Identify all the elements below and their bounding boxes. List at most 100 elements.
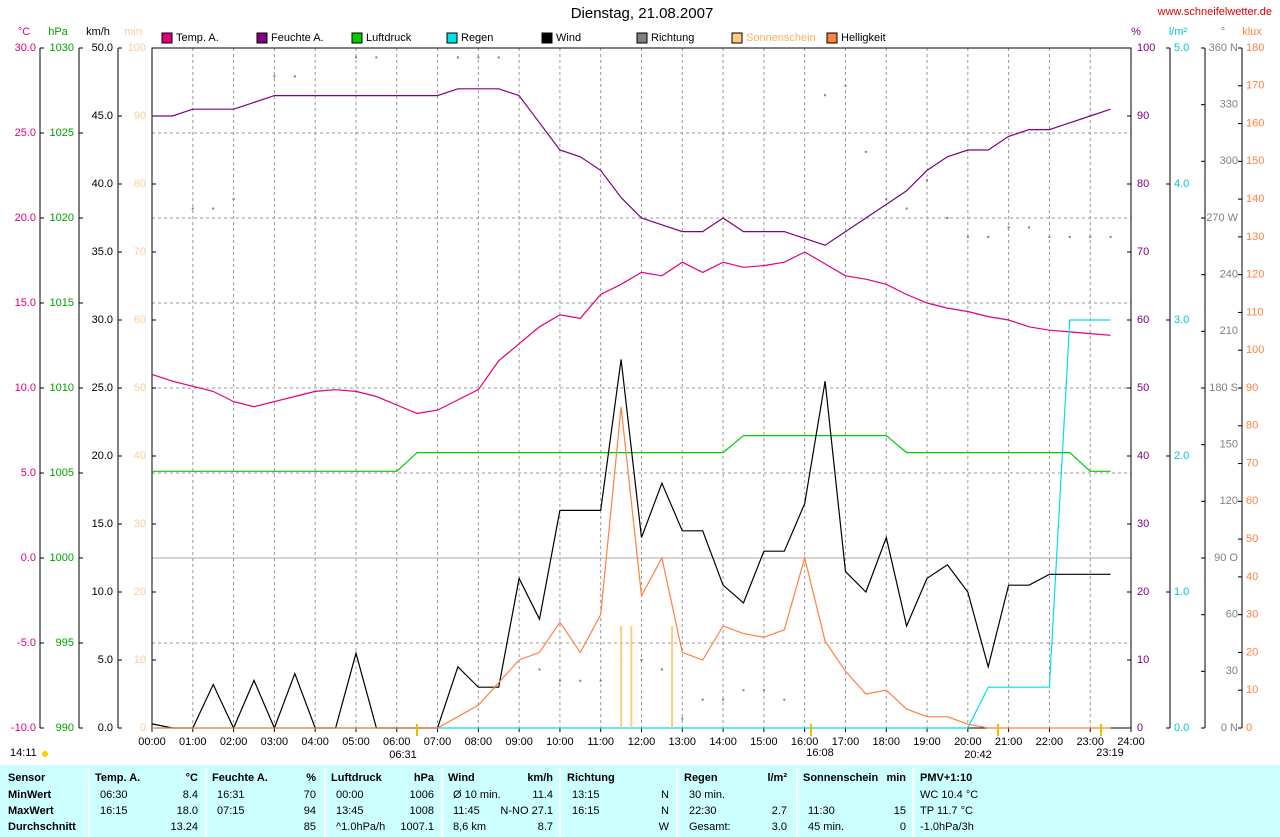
y-tick-label: 45.0 bbox=[92, 110, 113, 122]
legend-swatch bbox=[161, 32, 173, 44]
source: www.schneifelwetter.de bbox=[1157, 6, 1272, 18]
y-tick-label: 70 bbox=[134, 246, 146, 258]
y-tick-label: 130 bbox=[1246, 231, 1264, 243]
legend-swatch bbox=[446, 32, 458, 44]
y-tick-label: 360 N bbox=[1209, 42, 1238, 54]
direction-dot bbox=[701, 698, 704, 701]
x-tick-label: 13:00 bbox=[669, 736, 697, 748]
y-tick-label: 35.0 bbox=[92, 246, 113, 258]
x-tick-label: 06:00 bbox=[383, 736, 411, 748]
y-tick-label: 0 bbox=[1246, 722, 1252, 734]
y-tick-label: 4.0 bbox=[1174, 178, 1189, 190]
direction-dot bbox=[232, 198, 235, 201]
table-cell: 85 bbox=[304, 821, 316, 833]
table-cell: 13.24 bbox=[170, 821, 198, 833]
y-tick-label: 1020 bbox=[50, 212, 74, 224]
y-tick-label: 0.0 bbox=[21, 552, 36, 564]
table-header: Richtung bbox=[567, 772, 615, 784]
y-tick-label: 100 bbox=[128, 42, 146, 54]
y-tick-label: 330 bbox=[1220, 99, 1238, 111]
x-tick-label: 24:00 bbox=[1117, 736, 1145, 748]
x-tick-label: 09:00 bbox=[505, 736, 533, 748]
table-header-unit: hPa bbox=[414, 772, 435, 784]
table-cell: 11:30 bbox=[808, 805, 835, 817]
table-cell: 3.0 bbox=[772, 821, 787, 833]
table-header-unit: l/m² bbox=[767, 772, 787, 784]
table-cell: 8,6 km bbox=[453, 821, 486, 833]
direction-dot bbox=[783, 698, 786, 701]
y-tick-label: 5.0 bbox=[98, 654, 113, 666]
y-tick-label: 20 bbox=[1246, 646, 1258, 658]
y-tick-label: 40.0 bbox=[92, 178, 113, 190]
y-tick-label: 25.0 bbox=[92, 382, 113, 394]
x-tick-label: 12:00 bbox=[628, 736, 656, 748]
y-tick-label: 1025 bbox=[50, 127, 74, 139]
table-cell: 8.7 bbox=[538, 821, 553, 833]
y-tick-label: 50 bbox=[134, 382, 146, 394]
x-tick-label: 00:00 bbox=[138, 736, 166, 748]
direction-dot bbox=[538, 668, 541, 671]
y-tick-label: 240 bbox=[1220, 269, 1238, 281]
legend-swatch bbox=[826, 32, 838, 44]
table-cell: 06:30 bbox=[100, 789, 128, 801]
direction-dot bbox=[762, 689, 765, 692]
y-tick-label: 5.0 bbox=[21, 467, 36, 479]
legend-label: Sonnenschein bbox=[746, 32, 816, 44]
direction-dot bbox=[926, 179, 929, 182]
table-header: Wind bbox=[448, 772, 475, 784]
axis-unit: klux bbox=[1242, 26, 1262, 38]
table-cell: 11:45 bbox=[453, 805, 480, 817]
table-cell: -1.0hPa/3h bbox=[920, 821, 974, 833]
y-tick-label: 20 bbox=[134, 586, 146, 598]
legend-label: Wind bbox=[556, 32, 581, 44]
sun-moon-time: 20:42 bbox=[964, 749, 992, 761]
legend-swatch bbox=[351, 32, 363, 44]
y-tick-label: 70 bbox=[1246, 457, 1258, 469]
legend-label: Luftdruck bbox=[366, 32, 412, 44]
y-tick-label: 60 bbox=[1246, 495, 1258, 507]
y-tick-label: 1030 bbox=[50, 42, 74, 54]
y-tick-label: 80 bbox=[134, 178, 146, 190]
legend-swatch bbox=[256, 32, 268, 44]
table-header: Luftdruck bbox=[331, 772, 383, 784]
axis-unit: km/h bbox=[86, 26, 110, 38]
table-row-label: Durchschnitt bbox=[8, 821, 76, 833]
legend-label: Temp. A. bbox=[176, 32, 219, 44]
direction-dot bbox=[375, 56, 378, 59]
table-header: Regen bbox=[684, 772, 718, 784]
direction-dot bbox=[579, 679, 582, 682]
y-tick-label: 1.0 bbox=[1174, 586, 1189, 598]
legend-swatch bbox=[541, 32, 553, 44]
table-row-label: MinWert bbox=[8, 789, 52, 801]
axis-unit: min bbox=[124, 26, 142, 38]
y-tick-label: -10.0 bbox=[11, 722, 36, 734]
table-row-label: MaxWert bbox=[8, 805, 54, 817]
sun-moon-time: 06:31 bbox=[389, 749, 417, 761]
series-line bbox=[152, 88, 1111, 246]
y-tick-label: 1015 bbox=[50, 297, 74, 309]
y-tick-label: 0 N bbox=[1221, 722, 1238, 734]
direction-dot bbox=[1007, 226, 1010, 229]
y-tick-label: 30.0 bbox=[15, 42, 36, 54]
x-tick-label: 20:00 bbox=[954, 736, 982, 748]
direction-dot bbox=[722, 698, 725, 701]
y-tick-label: 30 bbox=[1137, 518, 1149, 530]
table-cell: 1006 bbox=[410, 789, 434, 801]
direction-dot bbox=[885, 198, 888, 201]
axis-unit: l/m² bbox=[1169, 26, 1188, 38]
table-cell: 45 min. bbox=[808, 821, 844, 833]
axis-unit: hPa bbox=[48, 26, 68, 38]
direction-dot bbox=[742, 689, 745, 692]
series-line bbox=[151, 359, 1111, 730]
table-header: Sensor bbox=[8, 772, 46, 784]
y-tick-label: 30 bbox=[1246, 609, 1258, 621]
x-tick-label: 08:00 bbox=[465, 736, 493, 748]
x-tick-label: 10:00 bbox=[546, 736, 574, 748]
table-cell: 1008 bbox=[410, 805, 434, 817]
table-background bbox=[0, 765, 1280, 837]
y-tick-label: 0.0 bbox=[1174, 722, 1189, 734]
table-cell: 94 bbox=[304, 805, 316, 817]
y-tick-label: 90 bbox=[1137, 110, 1149, 122]
y-tick-label: 10 bbox=[1246, 684, 1258, 696]
